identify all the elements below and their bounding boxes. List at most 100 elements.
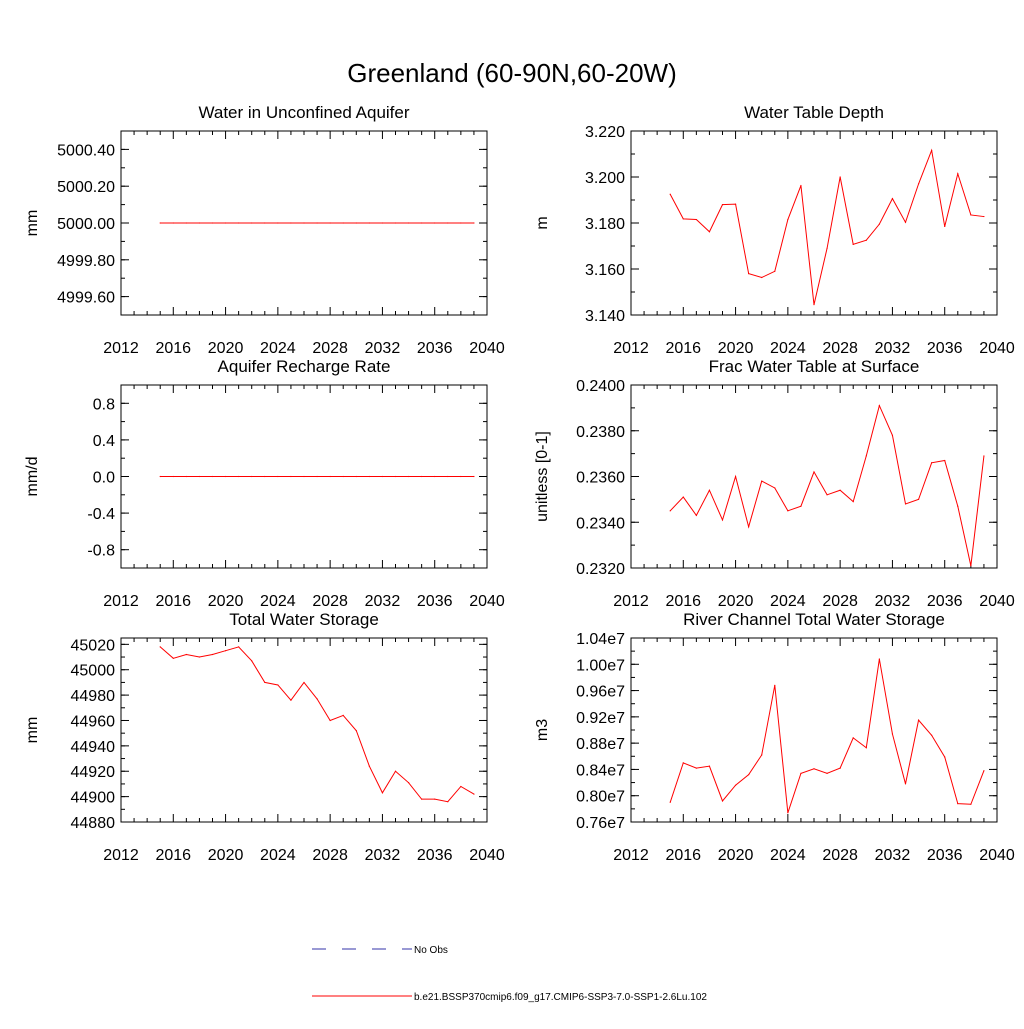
data-point bbox=[185, 475, 187, 478]
data-point bbox=[944, 459, 946, 462]
data-point bbox=[682, 218, 684, 220]
data-point bbox=[787, 510, 789, 512]
y-tick-label: 0.8 bbox=[93, 396, 115, 413]
panels-group: Water in Unconfined Aquifer 2012 2016 2020 2… bbox=[24, 103, 1015, 864]
panel-title: Water in Unconfined Aquifer bbox=[198, 103, 409, 122]
data-point bbox=[826, 247, 828, 249]
data-point bbox=[970, 214, 972, 216]
x-tick-label: 2040 bbox=[469, 593, 505, 610]
data-point bbox=[172, 657, 174, 659]
y-tick-label: 44960 bbox=[71, 713, 116, 730]
panel-6: River Channel Total Water Storage 2012 201… bbox=[534, 610, 1015, 864]
data-point bbox=[839, 489, 841, 491]
data-point bbox=[447, 801, 449, 803]
panel-title: River Channel Total Water Storage bbox=[683, 610, 945, 629]
data-point bbox=[800, 505, 802, 507]
panel-3: Aquifer Recharge Rate 2012 2016 2020 2024 202… bbox=[24, 357, 505, 610]
data-point bbox=[224, 650, 227, 652]
data-point bbox=[238, 646, 240, 648]
data-point bbox=[264, 475, 266, 478]
x-tick-label: 2024 bbox=[770, 593, 806, 610]
data-point bbox=[800, 184, 802, 187]
data-point bbox=[473, 793, 475, 795]
data-point bbox=[944, 756, 946, 758]
data-point bbox=[277, 222, 279, 224]
y-tick-label: 3.220 bbox=[585, 124, 625, 141]
x-tick-label: 2036 bbox=[417, 340, 453, 357]
x-tick-label: 2016 bbox=[155, 340, 191, 357]
panel-2: Water Table Depth 2012 2016 2020 2024 2028 203… bbox=[534, 103, 1015, 357]
x-tick-label: 2040 bbox=[979, 847, 1015, 864]
data-point bbox=[839, 767, 841, 769]
data-point bbox=[970, 565, 972, 567]
x-tick-label: 2012 bbox=[613, 593, 649, 610]
y-tick-label: 44980 bbox=[71, 688, 116, 705]
x-tick-label: 2032 bbox=[365, 340, 401, 357]
page-title: Greenland (60-90N,60-20W) bbox=[347, 58, 677, 88]
data-point bbox=[983, 215, 985, 218]
data-point bbox=[891, 198, 894, 200]
data-point bbox=[355, 475, 357, 478]
data-point bbox=[447, 222, 449, 224]
x-tick-label: 2016 bbox=[665, 340, 701, 357]
data-point bbox=[891, 733, 894, 735]
x-tick-label: 2028 bbox=[822, 847, 858, 864]
data-point bbox=[185, 222, 187, 224]
x-tick-label: 2024 bbox=[260, 340, 296, 357]
data-point bbox=[761, 276, 763, 279]
y-tick-label: 3.200 bbox=[585, 170, 625, 187]
data-point bbox=[211, 653, 214, 656]
x-tick-label: 2024 bbox=[770, 340, 806, 357]
y-axis-label: mm bbox=[24, 210, 41, 237]
panel-title: Water Table Depth bbox=[744, 103, 884, 122]
data-point bbox=[329, 475, 331, 478]
y-tick-label: 5000.20 bbox=[57, 179, 115, 196]
y-tick-label: 4999.80 bbox=[57, 253, 115, 270]
data-point bbox=[865, 747, 867, 749]
data-point bbox=[172, 222, 174, 224]
x-tick-label: 2032 bbox=[365, 593, 401, 610]
data-point bbox=[787, 218, 789, 221]
data-point bbox=[460, 475, 462, 478]
data-point bbox=[734, 203, 737, 205]
y-tick-label: -0.4 bbox=[87, 506, 115, 523]
x-tick-label: 2016 bbox=[155, 847, 191, 864]
data-point bbox=[473, 222, 475, 224]
data-point bbox=[277, 475, 279, 478]
x-tick-label: 2040 bbox=[979, 593, 1015, 610]
data-point bbox=[473, 475, 475, 478]
x-tick-label: 2020 bbox=[208, 847, 244, 864]
data-point bbox=[368, 475, 370, 478]
data-point bbox=[421, 798, 423, 800]
x-tick-label: 2036 bbox=[927, 847, 963, 864]
data-point bbox=[826, 494, 828, 496]
data-point bbox=[904, 221, 907, 223]
y-tick-label: 44880 bbox=[71, 815, 116, 832]
y-axis-label: unitless [0-1] bbox=[534, 431, 551, 522]
x-tick-label: 2040 bbox=[979, 340, 1015, 357]
y-tick-label: 0.96e7 bbox=[576, 684, 625, 701]
data-point bbox=[407, 475, 410, 478]
x-tick-label: 2024 bbox=[260, 847, 296, 864]
data-point bbox=[434, 798, 436, 800]
data-point bbox=[198, 656, 201, 658]
data-point bbox=[407, 222, 410, 224]
data-point bbox=[904, 783, 907, 785]
data-point bbox=[970, 803, 972, 805]
x-tick-label: 2028 bbox=[312, 340, 348, 357]
data-point bbox=[917, 183, 920, 185]
data-point bbox=[734, 475, 737, 478]
y-axis-label: mm/d bbox=[24, 457, 41, 497]
y-tick-label: 44920 bbox=[71, 764, 116, 781]
data-point bbox=[774, 487, 776, 489]
x-tick-label: 2012 bbox=[613, 847, 649, 864]
x-tick-label: 2012 bbox=[103, 340, 139, 357]
y-tick-label: 0.92e7 bbox=[576, 710, 625, 727]
data-point bbox=[748, 273, 750, 275]
x-tick-label: 2040 bbox=[469, 847, 505, 864]
data-point bbox=[931, 149, 933, 151]
data-point bbox=[695, 218, 697, 221]
data-point bbox=[342, 222, 344, 224]
y-tick-label: 5000.40 bbox=[57, 142, 115, 159]
data-point bbox=[211, 222, 214, 224]
